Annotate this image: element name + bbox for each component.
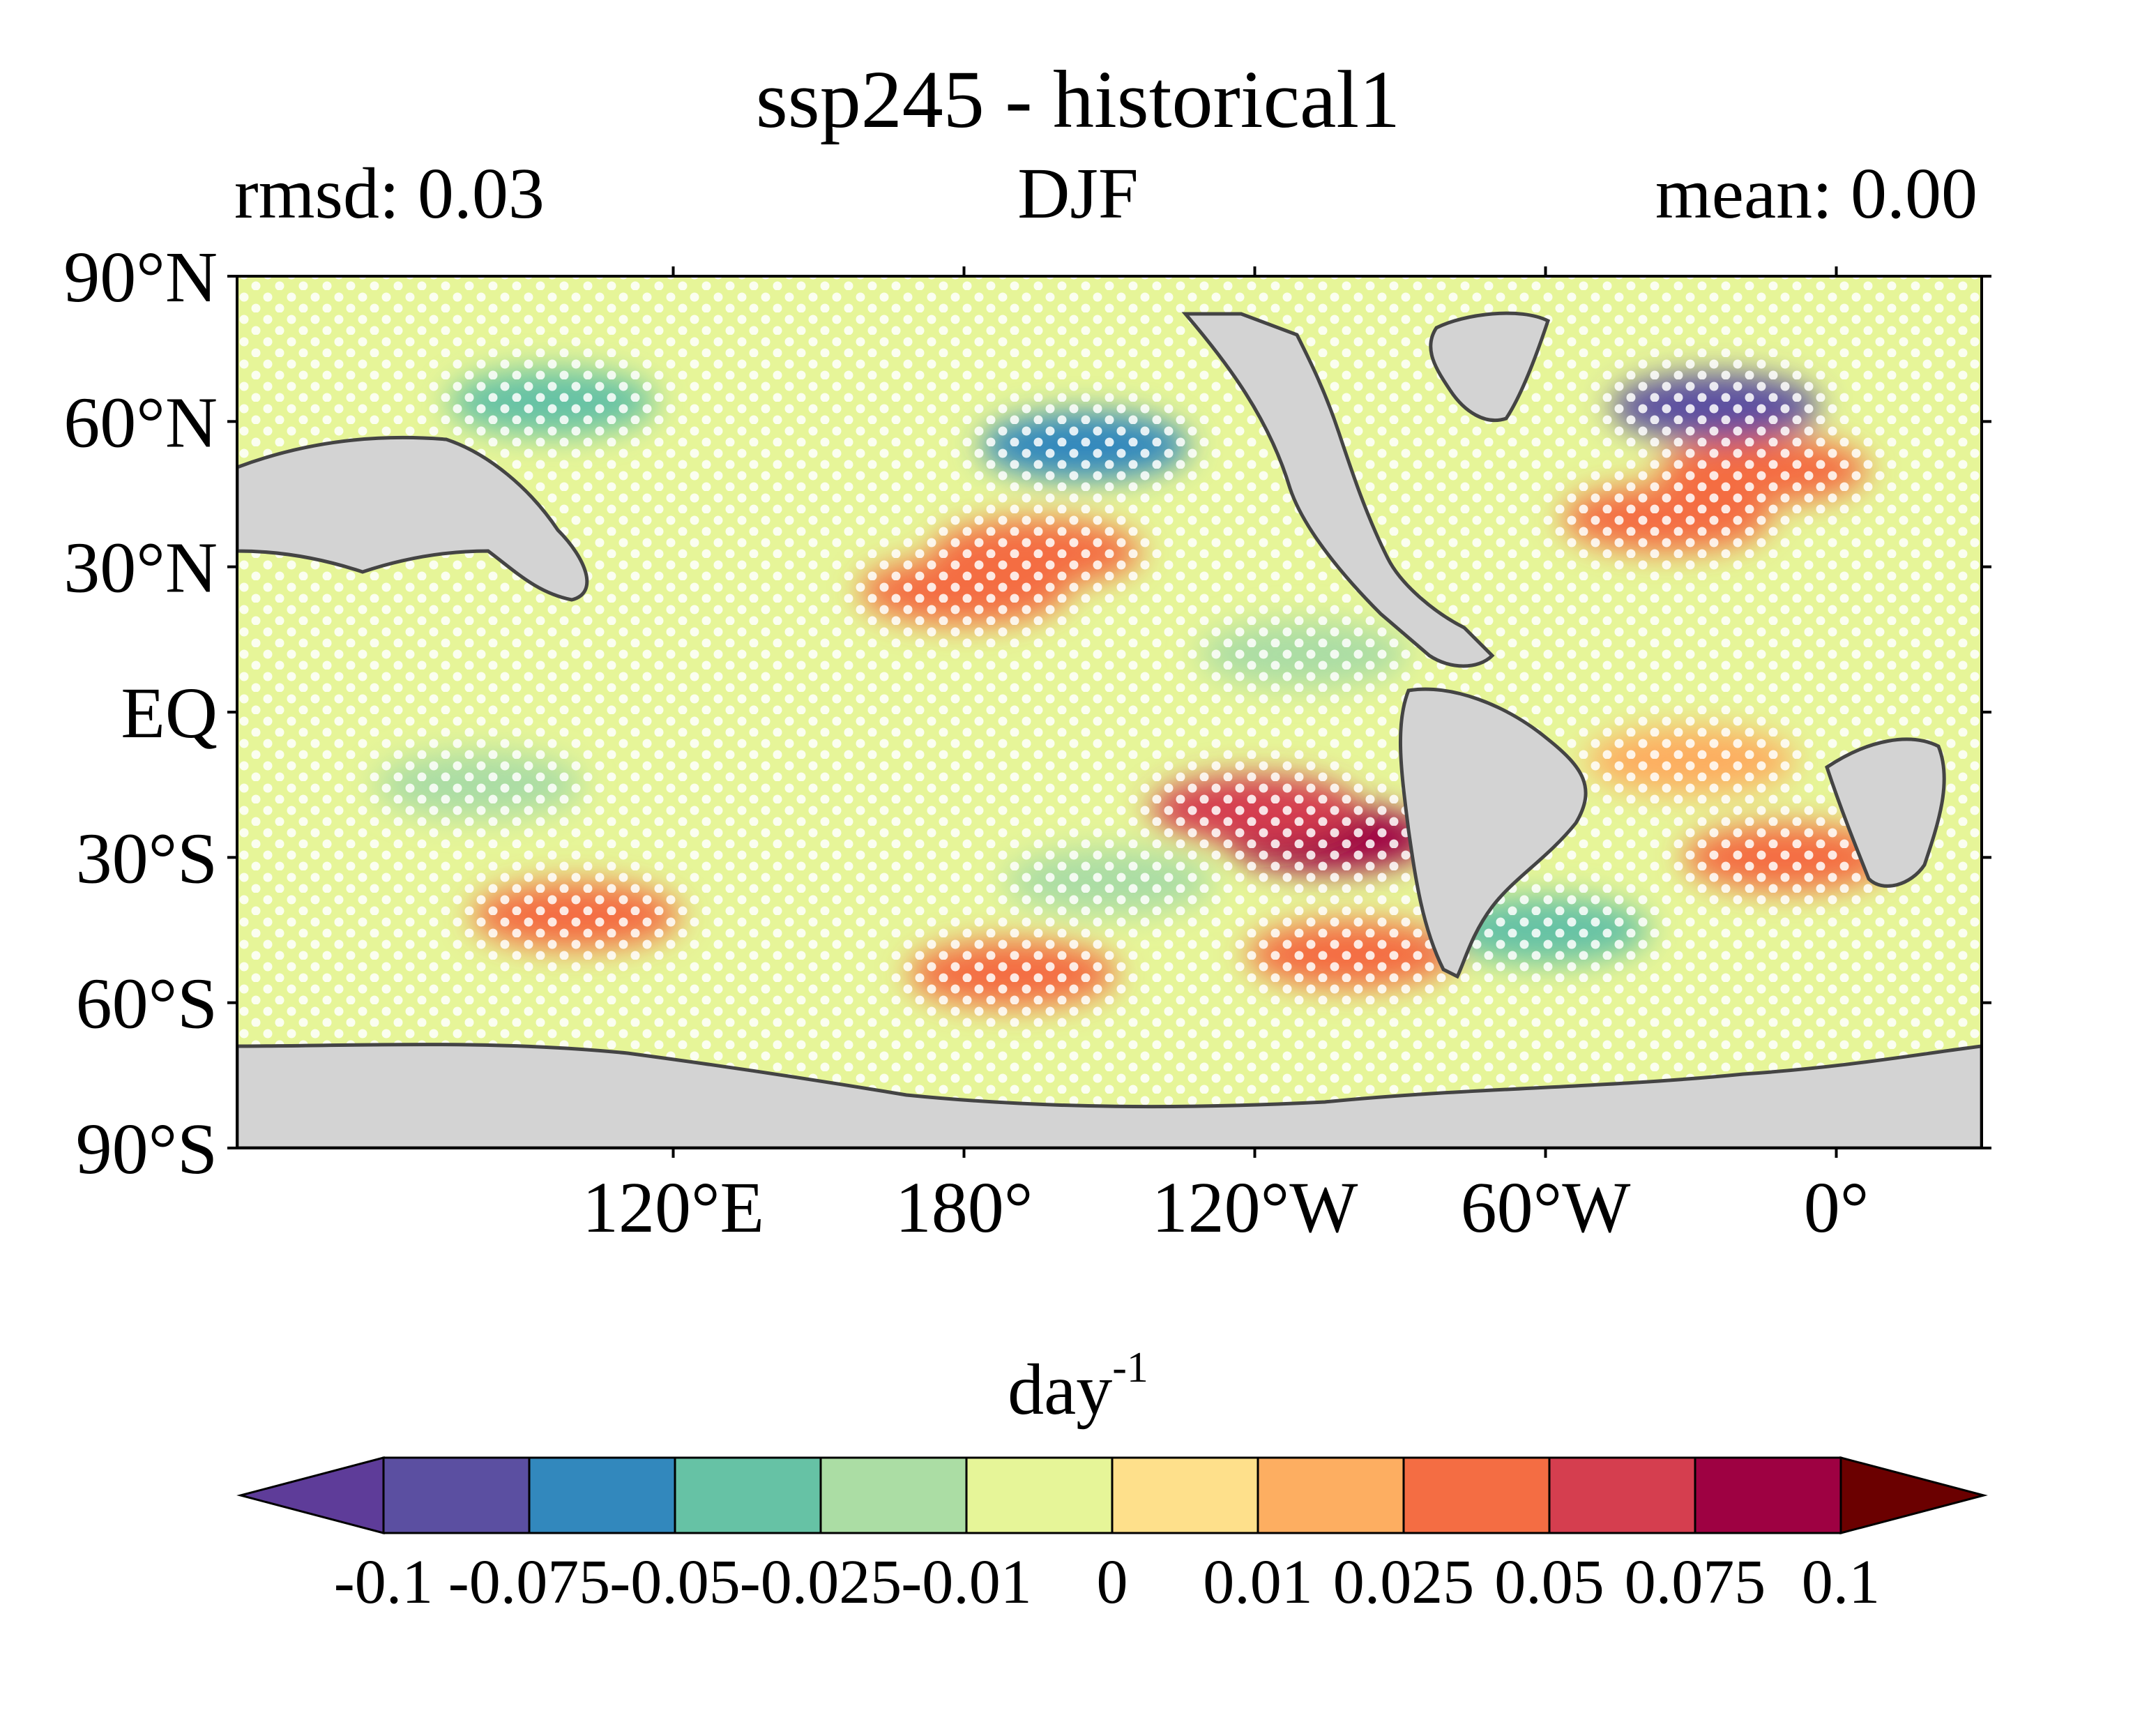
land-africa [1825,737,1946,888]
y-tick-label: 30°N [63,528,218,608]
colorbar-tick-label: -0.01 [901,1548,1031,1617]
rmsd-label: rmsd: 0.03 [234,153,545,234]
chart-title: ssp245 - historical1 [755,54,1401,145]
x-tick-label: 180° [895,1168,1033,1248]
colorbar-box [1694,1456,1842,1534]
colorbar-extend-low [236,1456,385,1534]
colorbar-tick-label: -0.075 [448,1548,610,1617]
colorbar-box [1402,1456,1551,1534]
x-tick-label: 120°E [582,1168,764,1248]
colorbar-box [382,1456,531,1534]
colorbar-tick-label: 0.1 [1802,1548,1881,1617]
y-tick-label: 90°S [76,1109,218,1189]
colorbar-box [1257,1456,1405,1534]
x-tick-label: 120°W [1152,1168,1358,1248]
colorbar-box [674,1456,822,1534]
x-tick-label: 0° [1804,1168,1869,1248]
x-tick-label: 60°W [1461,1168,1631,1248]
colorbar-tick-label: 0.025 [1333,1548,1475,1617]
y-tick-label: 60°S [76,964,218,1044]
colorbar-box [528,1456,676,1534]
land-antarctica [237,1043,1982,1148]
colorbar-tick-label: 0 [1097,1548,1128,1617]
land-greenland [1429,311,1551,423]
colorbar-tick-label: -0.05 [609,1548,740,1617]
colorbar-tick-label: 0.075 [1625,1548,1766,1617]
colorbar-box [965,1456,1114,1534]
colorbar-units: day-1 [1008,1344,1148,1430]
stipple-layer [237,276,1982,1148]
colorbar-tick-label: 0.05 [1494,1548,1604,1617]
y-tick-label: 90°N [63,237,218,317]
y-tick-label: 30°S [76,818,218,898]
colorbar-tick-label: -0.1 [334,1548,433,1617]
colorbar-tick-label: -0.025 [740,1548,902,1617]
colorbar-box [1111,1456,1259,1534]
colorbar-box [1548,1456,1696,1534]
colorbar-box [819,1456,968,1534]
land-eurasia [237,435,589,602]
season-label: DJF [1017,153,1139,234]
colorbar-extend-high [1839,1456,1988,1534]
land-south-america [1398,687,1588,979]
y-tick-label: 60°N [63,382,218,462]
colorbar-tick-label: 0.01 [1203,1548,1313,1617]
y-tick-label: EQ [121,673,218,753]
mean-label: mean: 0.00 [1655,153,1977,234]
land-north-america [1181,312,1495,668]
